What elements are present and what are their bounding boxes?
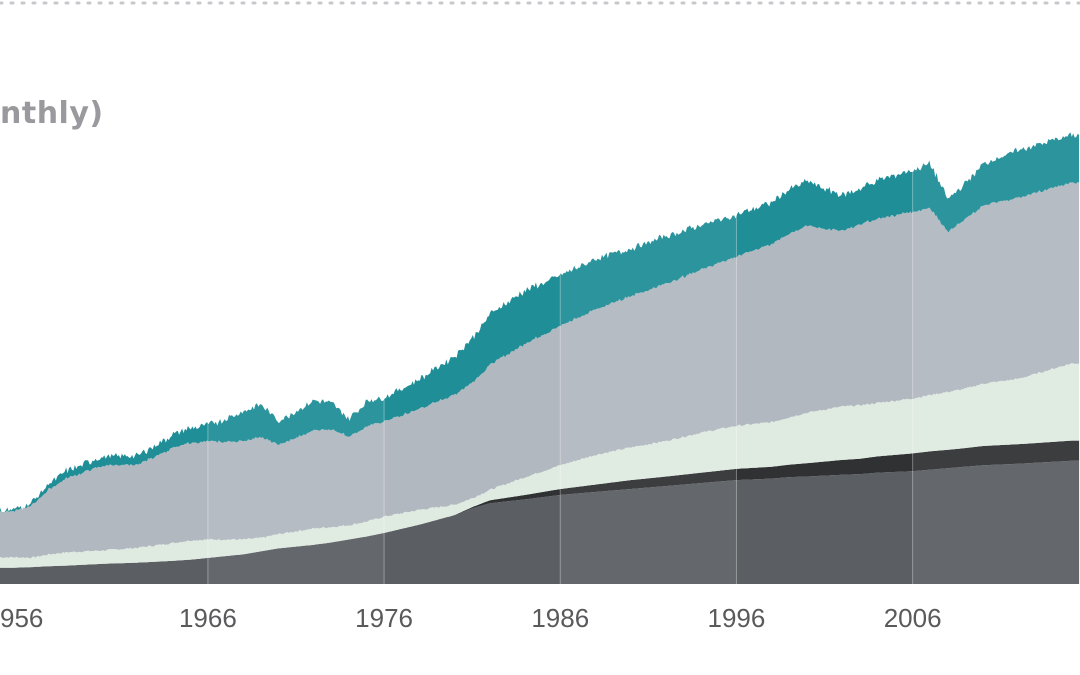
x-tick-label: 1966 bbox=[179, 603, 237, 633]
x-tick-label: 1976 bbox=[355, 603, 413, 633]
chart-title: nthly) bbox=[0, 96, 104, 131]
series-area-1 bbox=[0, 460, 1080, 584]
decade-separators bbox=[207, 20, 1080, 584]
x-tick-label: 1986 bbox=[531, 603, 589, 633]
series-area-5 bbox=[0, 132, 1080, 513]
x-axis: 956 1966 1976 1986 1996 2006 bbox=[0, 603, 942, 633]
decade-band bbox=[207, 20, 385, 584]
series-area-4 bbox=[0, 182, 1080, 559]
decade-band bbox=[912, 20, 1080, 584]
x-tick-label: 1996 bbox=[708, 603, 766, 633]
series-areas bbox=[0, 132, 1080, 584]
series-area-3 bbox=[0, 363, 1080, 568]
series-area-2 bbox=[0, 440, 1080, 568]
decade-band bbox=[560, 20, 737, 584]
x-tick-label: 956 bbox=[0, 603, 43, 633]
x-tick-label: 2006 bbox=[884, 603, 942, 633]
